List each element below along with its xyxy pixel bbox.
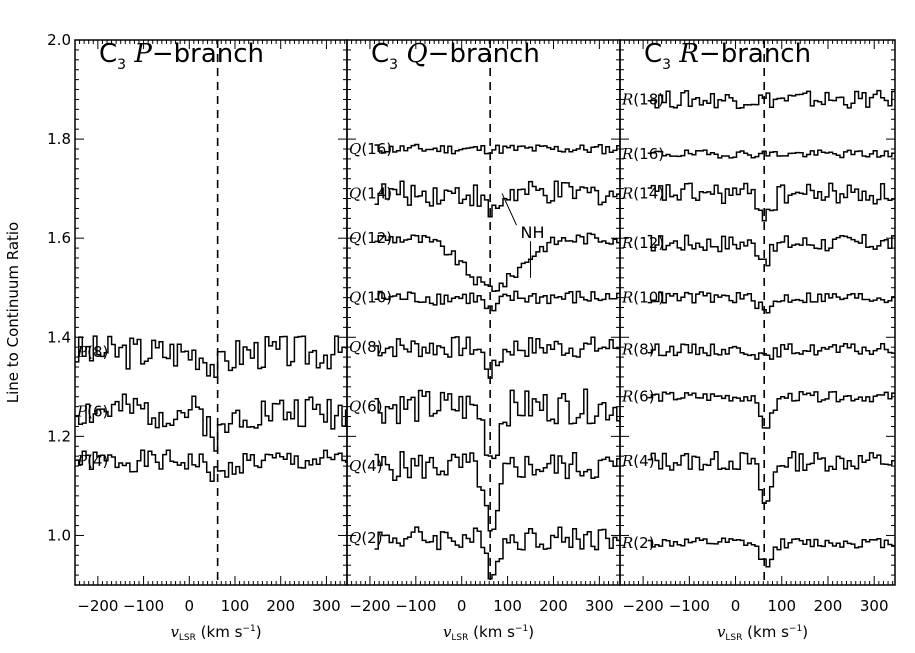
series-label: R(18) (621, 90, 664, 108)
spectrum-trace (647, 233, 895, 267)
spectrum-trace (374, 232, 620, 292)
annotation-pointer (501, 193, 517, 226)
series-label: Q(6) (349, 398, 383, 416)
plot-frame (346, 39, 621, 586)
spectrum-trace (647, 343, 895, 360)
series-label: Q(4) (349, 457, 383, 475)
series-label: Q(16) (349, 140, 392, 158)
series-label: R(12) (621, 234, 664, 252)
y-tick-label: 1.2 (47, 427, 71, 445)
spectrum-trace (374, 450, 620, 532)
spectrum-trace (75, 335, 347, 378)
annotation-label: NH (521, 223, 545, 242)
plot-frame (619, 39, 896, 586)
x-tick-label: 300 (860, 597, 889, 615)
spectrum-trace (647, 537, 895, 568)
x-axis-label: vLSR (km s−1) (717, 623, 808, 643)
x-tick-label: −100 (123, 597, 164, 615)
spectrum-trace (647, 391, 895, 429)
x-tick-label: −200 (349, 597, 390, 615)
panel-title: C3 R−branch (644, 39, 811, 73)
x-tick-label: 200 (266, 597, 295, 615)
x-tick-label: 0 (185, 597, 195, 615)
x-tick-label: 200 (539, 597, 568, 615)
spectrum-trace (75, 449, 347, 482)
spectrum-trace (374, 388, 620, 460)
x-tick-label: −100 (395, 597, 436, 615)
x-tick-label: 300 (312, 597, 341, 615)
plot-frame (74, 39, 348, 586)
panel-title: C3 Q−branch (371, 39, 540, 73)
x-tick-label: −100 (669, 597, 710, 615)
spectrum-trace (374, 526, 620, 580)
panel-p: −200 −100 0 100 200 300 1.0 1.2 1.4 1.6 1.8 2.0 vLSR… (4, 31, 348, 643)
series-label: P(6) (76, 403, 108, 421)
spectrum-trace (374, 336, 620, 379)
spectrum-trace (647, 291, 895, 314)
x-tick-label: −200 (77, 597, 118, 615)
x-axis-label: vLSR (km s−1) (443, 623, 534, 643)
x-tick-label: 200 (814, 597, 843, 615)
spectrum-trace (647, 182, 895, 222)
series-label: P(4) (76, 452, 108, 470)
panel-title: C3 P−branch (99, 39, 264, 73)
y-tick-label: 2.0 (47, 31, 71, 49)
x-tick-label: −200 (623, 597, 664, 615)
series-label: Q(2) (349, 529, 383, 547)
series-label: R(6) (621, 388, 655, 406)
spectrum-trace (647, 149, 895, 159)
panel-r: −200 −100 0 100 200 300 vLSR (km s−1) C3 R−bran… (619, 39, 896, 643)
x-tick-label: 300 (585, 597, 614, 615)
x-axis-label: vLSR (km s−1) (170, 623, 261, 643)
series-label: R(14) (621, 185, 664, 203)
x-tick-label: 100 (767, 597, 796, 615)
y-tick-label: 1.4 (47, 328, 71, 346)
panel-q: −200 −100 0 100 200 300 vLSR (km s−1) C3 Q−bran… (346, 39, 621, 643)
y-tick-label: 1.6 (47, 229, 71, 247)
series-label: R(16) (621, 145, 664, 163)
spectrum-trace (647, 89, 895, 109)
series-label: R(10) (621, 289, 664, 307)
series-label: Q(8) (349, 338, 383, 356)
x-tick-label: 100 (221, 597, 250, 615)
series-label: R(2) (621, 534, 655, 552)
y-axis-label: Line to Continuum Ratio (4, 222, 22, 403)
spectrum-trace (374, 180, 620, 218)
series-label: Q(14) (349, 185, 392, 203)
spectrum-trace (374, 143, 620, 155)
x-tick-label: 0 (731, 597, 741, 615)
series-label: Q(10) (349, 289, 392, 307)
series-label: R(8) (621, 341, 655, 359)
x-tick-label: 0 (457, 597, 467, 615)
y-tick-label: 1.0 (47, 526, 71, 544)
spectrum-trace (374, 290, 620, 312)
spectrum-trace (647, 450, 895, 504)
series-label: Q(12) (349, 229, 392, 247)
series-label: P(8) (76, 343, 108, 361)
spectrum-trace (75, 393, 347, 452)
series-label: R(4) (621, 452, 655, 470)
x-tick-label: 100 (493, 597, 522, 615)
y-tick-label: 1.8 (47, 130, 71, 148)
